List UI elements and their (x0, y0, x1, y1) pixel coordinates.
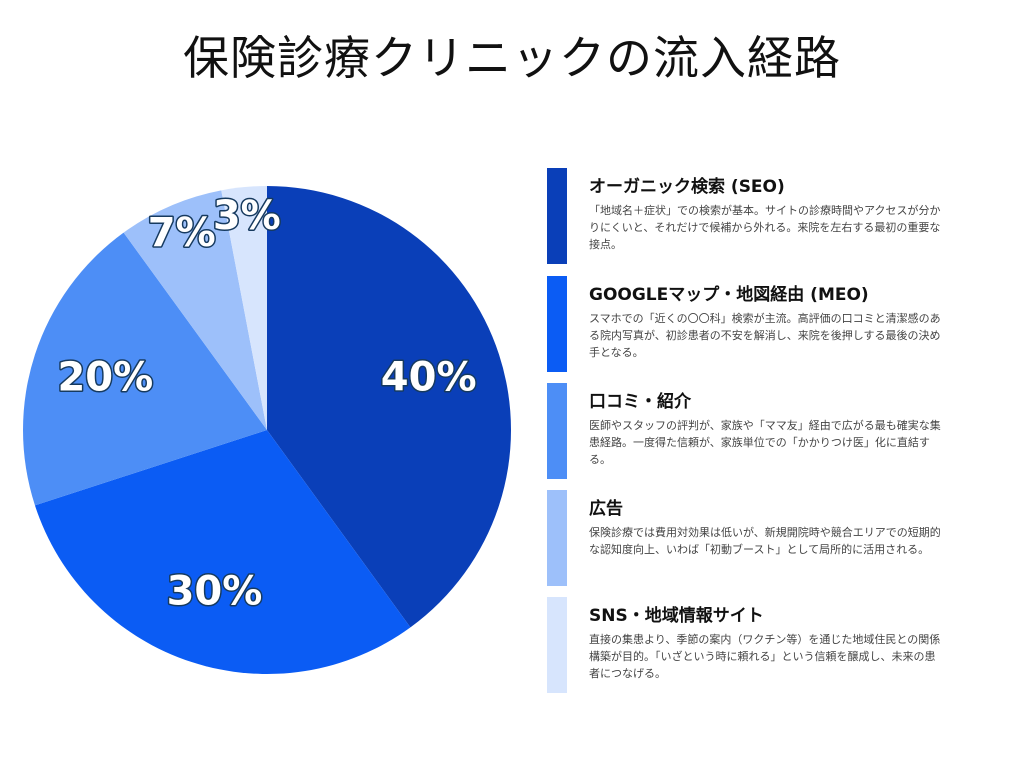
legend-title-sns: SNS・地域情報サイト (589, 606, 764, 626)
legend-item-sns: SNS・地域情報サイト 直接の集患より、季節の案内（ワクチン等）を通じた地域住民… (547, 597, 947, 693)
pie-label-seo: 40% (381, 354, 477, 400)
chart-title: 保険診療クリニックの流入経路 (183, 31, 841, 85)
legend-title-referral: 口コミ・紹介 (589, 392, 691, 412)
legend-title-ads: 広告 (589, 499, 623, 519)
pie-label-meo: 30% (167, 569, 263, 615)
pie-label-ads: 7% (148, 210, 216, 256)
legend-item-meo: GOOGLEマップ・地図経由 (MEO) スマホでの「近くの〇〇科」検索が主流。… (547, 276, 947, 372)
legend-desc-sns: 直接の集患より、季節の案内（ワクチン等）を通じた地域住民との関係構築が目的。「い… (589, 633, 941, 680)
legend-swatch-ads (547, 490, 567, 586)
legend-item-ads: 広告 保険診療では費用対効果は低いが、新規開院時や競合エリアでの短期的な認知度向… (547, 490, 947, 586)
legend-swatch-sns (547, 597, 567, 693)
legend-desc-seo: 「地域名＋症状」での検索が基本。サイトの診療時間やアクセスが分かりにくいと、それ… (589, 204, 941, 251)
pie-slice-ads (123, 190, 267, 430)
pie-label-sns: 3% (213, 193, 281, 239)
legend-title-meo: GOOGLEマップ・地図経由 (MEO) (589, 285, 869, 305)
legend-desc-meo: スマホでの「近くの〇〇科」検索が主流。高評価の口コミと清潔感のある院内写真が、初… (589, 312, 941, 359)
pie-slice-referral (23, 232, 268, 506)
legend-item-seo: オーガニック検索 (SEO) 「地域名＋症状」での検索が基本。サイトの診療時間や… (547, 168, 947, 264)
legend-desc-referral: 医師やスタッフの評判が、家族や「ママ友」経由で広がる最も確実な集患経路。一度得た… (589, 419, 941, 466)
pie-slice-seo (267, 186, 511, 628)
pie-slice-meo (34, 430, 411, 674)
legend-desc-ads: 保険診療では費用対効果は低いが、新規開院時や競合エリアでの短期的な認知度向上、い… (589, 526, 941, 556)
pie-label-referral: 20% (57, 354, 153, 400)
legend-swatch-seo (547, 168, 567, 264)
legend-swatch-meo (547, 276, 567, 372)
legend-item-referral: 口コミ・紹介 医師やスタッフの評判が、家族や「ママ友」経由で広がる最も確実な集患… (547, 383, 947, 479)
pie-slice-sns (221, 186, 267, 430)
legend-swatch-referral (547, 383, 567, 479)
legend-title-seo: オーガニック検索 (SEO) (589, 177, 785, 197)
